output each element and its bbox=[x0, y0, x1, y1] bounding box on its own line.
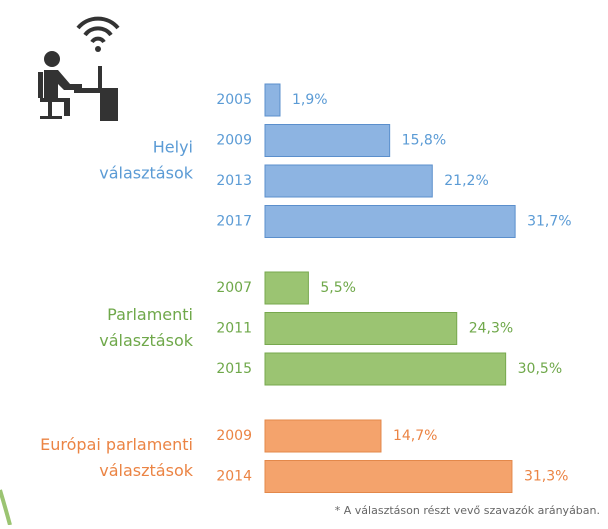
value-label: 30,5% bbox=[518, 361, 562, 377]
bar bbox=[264, 460, 513, 493]
value-label: 21,2% bbox=[444, 173, 488, 189]
bar bbox=[264, 205, 516, 238]
icon bbox=[38, 16, 120, 121]
value-label: 31,7% bbox=[527, 214, 571, 230]
category-label: 2007 bbox=[216, 280, 252, 296]
category-label: 2017 bbox=[216, 214, 252, 230]
bar bbox=[264, 164, 433, 198]
category-label: 2009 bbox=[216, 428, 252, 444]
category-label: 2013 bbox=[216, 173, 252, 189]
category-label: 2014 bbox=[216, 469, 252, 485]
decoration bbox=[0, 489, 12, 526]
group-label: Európai parlamenti bbox=[40, 435, 193, 454]
category-label: 2005 bbox=[216, 92, 252, 108]
group-label: Helyi bbox=[153, 137, 193, 156]
bar bbox=[264, 352, 507, 386]
value-label: 15,8% bbox=[402, 133, 446, 149]
category-label: 2009 bbox=[216, 133, 252, 149]
footnote: * A választáson részt vevő szavazók arán… bbox=[335, 504, 600, 517]
bar bbox=[264, 271, 309, 305]
group-label: választások bbox=[99, 163, 193, 182]
group-label: választások bbox=[99, 461, 193, 480]
bar bbox=[264, 83, 281, 117]
value-label: 1,9% bbox=[292, 92, 328, 108]
group-label: választások bbox=[99, 331, 193, 350]
bar bbox=[264, 312, 458, 345]
category-label: 2015 bbox=[216, 361, 252, 377]
value-label: 14,7% bbox=[393, 428, 437, 444]
value-label: 5,5% bbox=[320, 280, 356, 296]
group-label: Parlamenti bbox=[107, 305, 193, 324]
bar bbox=[264, 124, 391, 157]
value-label: 24,3% bbox=[469, 321, 513, 337]
bar bbox=[264, 419, 382, 453]
value-label: 31,3% bbox=[524, 469, 568, 485]
category-label: 2011 bbox=[216, 321, 252, 337]
